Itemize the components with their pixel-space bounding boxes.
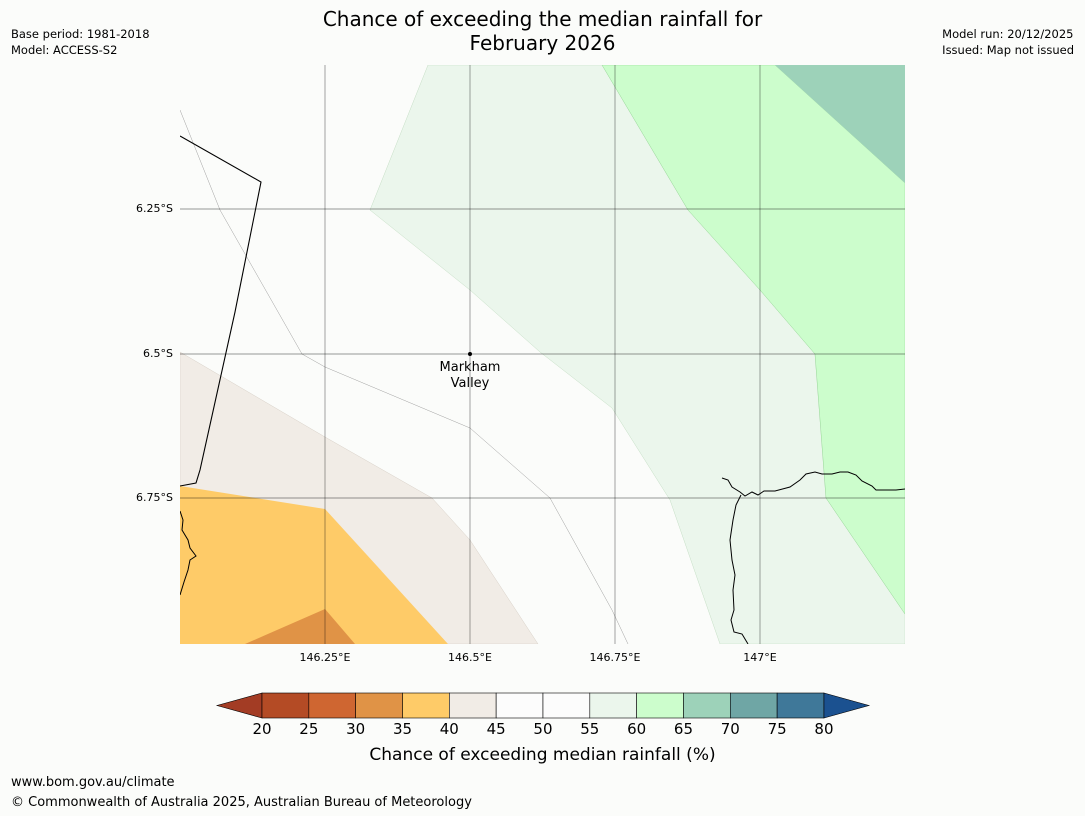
- colorbar-tick-20: 20: [252, 720, 272, 738]
- coastline-west: [180, 510, 197, 596]
- lon-label-146-75: 146.75°E: [589, 651, 641, 664]
- colorbar-tick-75: 75: [767, 720, 787, 738]
- place-label: Markham Valley: [420, 360, 520, 392]
- place-marker: [468, 352, 472, 356]
- model-text: Model: ACCESS-S2: [11, 43, 118, 57]
- colorbar: [215, 692, 871, 719]
- colorbar-segment-65-70: [683, 692, 731, 719]
- colorbar-tick-35: 35: [392, 720, 413, 738]
- colorbar-segment-20-25: [261, 692, 310, 719]
- colorbar-segment-75-80: [776, 692, 825, 719]
- colorbar-tick-30: 30: [346, 720, 366, 738]
- map-title-line2: February 2026: [469, 31, 616, 55]
- lat-label-6-75: 6.75°S: [136, 491, 173, 504]
- colorbar-extend-low: [215, 692, 263, 719]
- coastline-east: [721, 471, 905, 497]
- river: [729, 494, 749, 644]
- issued-text: Issued: Map not issued: [942, 43, 1074, 57]
- colorbar-tick-45: 45: [486, 720, 506, 738]
- colorbar-segment-40-45: [449, 692, 497, 719]
- colorbar-segment-60-65: [636, 692, 684, 719]
- place-label-line1: Markham: [439, 360, 501, 375]
- colorbar-tick-50: 50: [533, 720, 553, 738]
- region-30-35: [245, 609, 355, 644]
- base-period-text: Base period: 1981-2018: [11, 27, 150, 41]
- colorbar-segment-50-55: [542, 692, 591, 719]
- map-title: Chance of exceeding the median rainfall …: [0, 7, 1085, 55]
- colorbar-tick-25: 25: [299, 720, 319, 738]
- lon-label-146-25: 146.25°E: [299, 651, 351, 664]
- colorbar-segment-25-30: [308, 692, 356, 719]
- footer-copyright: © Commonwealth of Australia 2025, Austra…: [11, 795, 472, 810]
- footer-url: www.bom.gov.au/climate: [11, 775, 175, 790]
- colorbar-tick-55: 55: [580, 720, 600, 738]
- region-60-65: [601, 65, 905, 615]
- colorbar-tick-40: 40: [439, 720, 459, 738]
- colorbar-tick-70: 70: [720, 720, 740, 738]
- colorbar-segment-70-75: [729, 692, 778, 719]
- colorbar-segment-45-50: [495, 692, 544, 719]
- model-run-text: Model run: 20/12/2025: [942, 27, 1074, 41]
- lat-label-6-25: 6.25°S: [136, 202, 173, 215]
- contour-line-1: [180, 109, 629, 644]
- colorbar-title: Chance of exceeding median rainfall (%): [369, 745, 716, 765]
- place-label-line2: Valley: [450, 376, 490, 391]
- province-boundary: [180, 135, 262, 487]
- colorbar-tick-60: 60: [627, 720, 647, 738]
- region-65-70: [775, 65, 905, 183]
- meta-left: Base period: 1981-2018 Model: ACCESS-S2: [11, 26, 150, 58]
- lat-label-6-5: 6.5°S: [143, 347, 173, 360]
- colorbar-segment-30-35: [355, 692, 403, 719]
- meta-right: Model run: 20/12/2025 Issued: Map not is…: [942, 26, 1074, 58]
- lon-label-147: 147°E: [743, 651, 777, 664]
- colorbar-tick-65: 65: [673, 720, 694, 738]
- colorbar-segment-55-60: [589, 692, 637, 719]
- colorbar-tick-80: 80: [814, 720, 834, 738]
- colorbar-extend-high: [823, 692, 871, 719]
- lon-label-146-5: 146.5°E: [448, 651, 492, 664]
- map-title-line1: Chance of exceeding the median rainfall …: [322, 7, 763, 31]
- map-plot-area: [180, 65, 905, 644]
- region-35-40: [180, 486, 448, 644]
- colorbar-segment-35-40: [402, 692, 450, 719]
